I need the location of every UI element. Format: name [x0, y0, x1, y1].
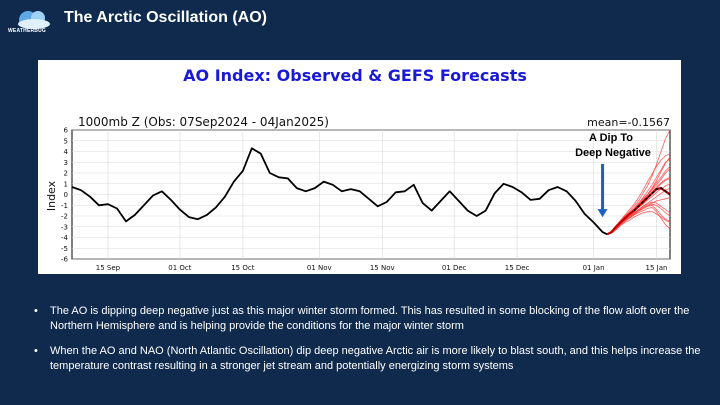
y-tick-label: 6 — [64, 127, 69, 135]
observed-line — [71, 147, 608, 236]
annotation-arrow-head — [597, 209, 608, 218]
y-tick-labels: 6 5 4 3 2 1 0 -1 -2 -3 -4 -5 -6 — [61, 127, 69, 264]
x-tick-labels: 15 Sep 01 Oct 15 Oct 01 Nov 15 Nov 01 Dec 15 D… — [96, 264, 668, 272]
logo-text: WEATHERBUG — [8, 28, 47, 34]
chart-subtitle-left: 1000mb Z (Obs: 07Sep2024 - 04Jan2025) — [78, 115, 329, 129]
x-tick-label: 01 Dec — [442, 264, 467, 272]
y-tick-label: 0 — [64, 191, 68, 199]
y-tick-label: -5 — [61, 245, 68, 253]
y-tick-label: 2 — [64, 170, 68, 178]
y-tick-label: 5 — [64, 137, 68, 145]
bullet-list: The AO is dipping deep negative just as … — [34, 304, 704, 384]
y-tick-label: -2 — [61, 213, 68, 221]
forecast-mean-series — [606, 186, 671, 236]
y-tick-label: 3 — [64, 159, 68, 167]
x-tick-label: 01 Oct — [168, 264, 191, 272]
annotation-text-line2: Deep Negative — [575, 147, 651, 159]
y-tick-label: 4 — [64, 148, 69, 156]
x-tick-label: 15 Jan — [646, 264, 668, 272]
chart-panel: AO Index: Observed & GEFS Forecasts 1000… — [38, 60, 681, 274]
bullet-item: When the AO and NAO (North Atlantic Osci… — [34, 344, 704, 374]
x-tick-label: 15 Sep — [96, 264, 121, 272]
x-tick-label: 15 Oct — [231, 264, 254, 272]
y-tick-label: -1 — [61, 202, 68, 210]
annotation: A Dip To Deep Negative — [575, 132, 651, 218]
slide-title: The Arctic Oscillation (AO) — [64, 9, 267, 26]
chart-title: AO Index: Observed & GEFS Forecasts — [183, 66, 527, 85]
weatherbug-logo — [18, 11, 50, 29]
y-tick-label: -4 — [61, 234, 69, 242]
y-tick-label: -6 — [61, 256, 69, 264]
chart-subtitle-right: mean=-0.1567 — [587, 116, 670, 129]
x-tick-label: 15 Nov — [370, 264, 395, 272]
x-tick-label: 01 Nov — [307, 264, 332, 272]
ao-index-chart: AO Index: Observed & GEFS Forecasts 1000… — [45, 66, 671, 272]
y-tick-label: 1 — [64, 180, 68, 188]
y-axis-label: Index — [45, 180, 58, 211]
grid-lines — [72, 129, 670, 260]
x-tick-label: 01 Jan — [583, 264, 605, 272]
y-tick-label: -3 — [61, 223, 68, 231]
x-tick-label: 15 Dec — [505, 264, 530, 272]
forecast-member-line — [607, 211, 671, 235]
bullet-item: The AO is dipping deep negative just as … — [34, 304, 704, 334]
observed-series — [71, 147, 608, 236]
annotation-text-line1: A Dip To — [589, 132, 633, 144]
